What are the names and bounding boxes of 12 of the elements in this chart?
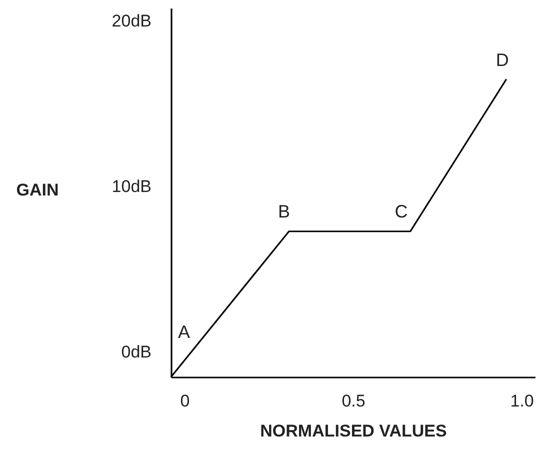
x-tick-label: 1.0 — [510, 392, 534, 410]
annotation: B — [278, 201, 290, 222]
x-tick-label: 0.5 — [342, 392, 366, 410]
annotation: A — [178, 322, 190, 342]
x-axis-title: NORMALISED VALUES — [260, 422, 447, 440]
x-tick-label: 0 — [180, 392, 190, 410]
annotation: D — [496, 50, 509, 70]
annotation: C — [394, 201, 408, 222]
y-axis-title: GAIN — [16, 180, 59, 200]
y-tick-label: 0dB — [121, 342, 152, 362]
y-tick-label: 10dB — [112, 177, 152, 196]
y-tick-label: 20dB — [112, 12, 152, 31]
